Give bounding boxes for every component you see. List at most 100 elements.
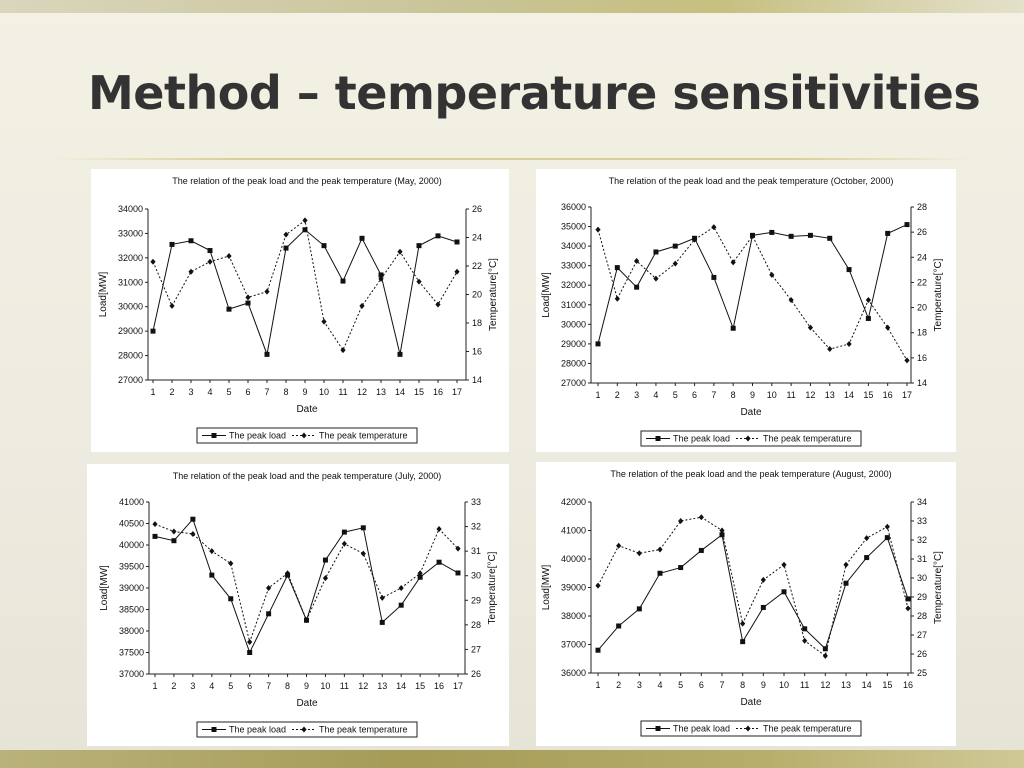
x-axis-tick-label: 15 [415, 681, 425, 691]
x-axis-tick-label: 17 [453, 681, 463, 691]
load-data-point [740, 639, 746, 645]
left-axis-tick-label: 31000 [118, 277, 143, 287]
x-axis-tick-label: 11 [800, 680, 809, 690]
series-1-group [595, 514, 911, 659]
bottom-decorative-band [0, 750, 1024, 768]
temperature-data-point [247, 639, 253, 646]
temperature-data-point [417, 570, 423, 577]
load-data-point [864, 555, 870, 561]
right-axis-tick-label: 28 [471, 620, 481, 630]
load-data-point [321, 243, 327, 249]
x-axis-tick-label: 8 [285, 681, 290, 691]
temperature-data-point [190, 530, 196, 537]
x-axis-tick-label: 12 [358, 681, 368, 691]
load-data-point [152, 533, 158, 539]
x-axis-tick-label: 14 [395, 387, 405, 397]
temperature-data-point [884, 523, 890, 530]
load-data-point [171, 538, 177, 544]
load-series-line [597, 224, 908, 345]
temperature-data-point [730, 259, 736, 266]
temperature-data-point [341, 540, 347, 547]
load-data-point [302, 227, 308, 233]
temperature-data-point [283, 231, 289, 238]
load-data-point [711, 274, 717, 280]
temperature-data-point [885, 324, 891, 331]
load-data-point [190, 516, 196, 522]
x-axis-tick-label: 8 [731, 390, 736, 400]
x-axis-tick-label: 5 [226, 387, 231, 397]
temperature-data-point [303, 616, 310, 623]
x-axis-tick-label: 4 [209, 681, 214, 691]
temperature-data-point [711, 224, 717, 231]
right-axis-tick-label: 34 [917, 497, 927, 507]
load-data-point [340, 278, 346, 284]
right-axis-tick-label: 24 [472, 233, 482, 243]
x-axis-tick-label: 7 [711, 390, 716, 400]
left-axis-tick-label: 29000 [118, 326, 143, 336]
right-axis-tick-label: 24 [917, 252, 927, 262]
title-divider [50, 158, 975, 160]
load-data-point [341, 529, 347, 535]
temperature-data-point [340, 347, 346, 354]
legend-box [196, 721, 418, 738]
x-axis-tick-label: 13 [825, 390, 835, 400]
right-axis-tick-label: 18 [472, 318, 482, 328]
x-axis-tick-label: 1 [595, 680, 600, 690]
right-axis-tick-label: 33 [917, 516, 927, 526]
load-data-point [769, 229, 775, 235]
temperature-data-point [360, 550, 366, 557]
left-axis-tick-label: 34000 [118, 204, 143, 214]
load-data-point [885, 230, 891, 236]
legend-load-marker [211, 727, 217, 732]
x-axis-tick-label: 8 [740, 680, 745, 690]
chart-panel-august: The relation of the peak load and the pe… [536, 462, 956, 746]
load-data-point [807, 232, 813, 238]
load-data-point [595, 647, 601, 653]
temperature-data-point [455, 545, 461, 552]
y-axis-label: Load[MW] [541, 564, 552, 610]
right-axis-tick-label: 26 [917, 227, 927, 237]
right-axis-tick-label: 32 [471, 522, 481, 532]
legend-box [640, 430, 862, 447]
temperature-data-point [865, 297, 871, 304]
x-axis-label: Date [740, 407, 762, 418]
load-data-point [150, 328, 156, 334]
x-axis-label: Date [296, 404, 318, 415]
right-axis-tick-label: 22 [472, 261, 482, 271]
temperature-data-point [245, 294, 251, 301]
temperature-data-point [152, 521, 158, 528]
temperature-data-point [760, 576, 766, 583]
series-1-group [150, 217, 460, 354]
left-axis-tick-label: 38000 [119, 626, 144, 636]
x-axis-tick-label: 2 [169, 387, 174, 397]
x-axis-tick-label: 4 [207, 387, 212, 397]
temperature-data-point [150, 258, 156, 265]
load-data-point [360, 525, 366, 531]
load-data-point [264, 351, 270, 357]
right-axis-tick-label: 22 [917, 277, 927, 287]
temperature-data-point [397, 248, 403, 255]
right-axis-tick-label: 16 [472, 347, 482, 357]
load-data-point [245, 300, 251, 306]
temperature-data-point [691, 236, 698, 243]
x-axis-tick-label: 1 [152, 681, 157, 691]
load-data-point [435, 233, 441, 239]
x-axis-tick-label: 5 [673, 390, 678, 400]
left-axis-tick-label: 36000 [561, 668, 586, 678]
series-0-group [595, 532, 911, 653]
x-axis-tick-label: 2 [171, 681, 176, 691]
left-axis-tick-label: 41000 [561, 526, 586, 536]
series-1-group [152, 521, 461, 646]
temperature-data-point [719, 527, 725, 534]
load-data-point [614, 265, 620, 271]
temperature-series-line [597, 516, 909, 657]
y-axis-label: Load[MW] [99, 565, 110, 611]
legend-temperature-label: The peak temperature [319, 431, 408, 441]
load-series-line [154, 518, 459, 654]
temperature-data-point [843, 561, 849, 568]
legend-temperature-label: The peak temperature [763, 724, 852, 734]
legend-temperature-label: The peak temperature [763, 434, 852, 444]
left-axis-tick-label: 42000 [561, 497, 586, 507]
left-axis-tick-label: 33000 [561, 261, 586, 271]
x-axis-tick-label: 10 [319, 387, 329, 397]
